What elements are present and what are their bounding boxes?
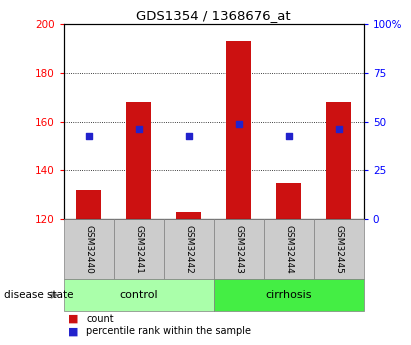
Text: percentile rank within the sample: percentile rank within the sample xyxy=(86,326,251,336)
Text: GSM32440: GSM32440 xyxy=(84,225,93,274)
Text: GSM32443: GSM32443 xyxy=(234,225,243,274)
Bar xyxy=(176,212,201,219)
Bar xyxy=(314,219,364,279)
Text: disease state: disease state xyxy=(4,290,74,300)
Bar xyxy=(226,41,251,219)
Point xyxy=(185,134,192,139)
Text: GSM32444: GSM32444 xyxy=(284,225,293,274)
Bar xyxy=(326,102,351,219)
Bar xyxy=(126,102,151,219)
Text: ■: ■ xyxy=(68,314,79,324)
Text: GSM32441: GSM32441 xyxy=(134,225,143,274)
Text: ■: ■ xyxy=(68,326,79,336)
Point xyxy=(236,121,242,127)
Text: GSM32445: GSM32445 xyxy=(334,225,343,274)
Bar xyxy=(64,279,214,311)
Bar xyxy=(276,183,301,219)
Point xyxy=(335,126,342,132)
Bar xyxy=(64,219,114,279)
Point xyxy=(85,134,92,139)
Point xyxy=(136,126,142,132)
Text: count: count xyxy=(86,314,114,324)
Bar xyxy=(164,219,214,279)
Point xyxy=(286,134,292,139)
Text: control: control xyxy=(120,290,158,300)
Title: GDS1354 / 1368676_at: GDS1354 / 1368676_at xyxy=(136,9,291,22)
Bar xyxy=(214,279,364,311)
Bar xyxy=(114,219,164,279)
Text: GSM32442: GSM32442 xyxy=(184,225,193,274)
Text: cirrhosis: cirrhosis xyxy=(266,290,312,300)
Bar xyxy=(76,190,101,219)
Bar xyxy=(214,219,264,279)
Bar xyxy=(264,219,314,279)
